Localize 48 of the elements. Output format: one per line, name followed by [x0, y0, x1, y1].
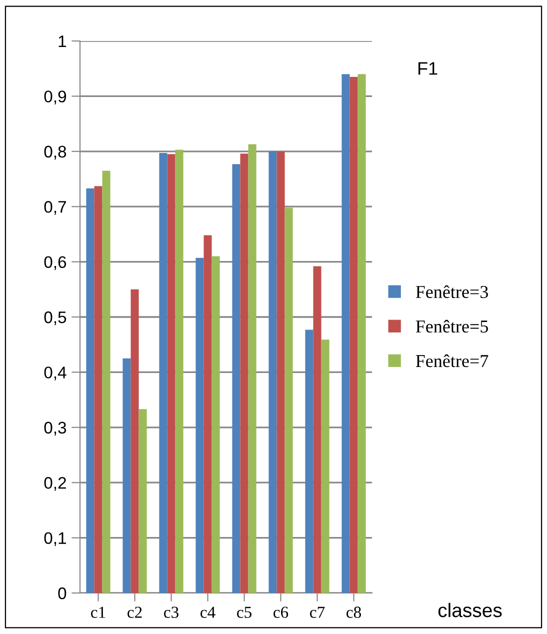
bar	[86, 188, 94, 593]
y-tick-label: 0,6	[44, 256, 66, 270]
y-tick-label: 0,3	[44, 422, 66, 436]
bar	[212, 256, 220, 593]
bar	[232, 164, 240, 593]
bar	[167, 154, 176, 593]
y-tick-label: 1	[58, 36, 66, 48]
y-tick-label: 0,8	[44, 146, 66, 160]
y-tick-label: 0,2	[44, 477, 66, 491]
bar	[350, 76, 358, 593]
bar	[248, 144, 256, 593]
bar	[268, 151, 277, 593]
bar	[240, 154, 248, 593]
bar	[342, 74, 350, 593]
y-tick-label: 0,9	[44, 90, 66, 104]
bar	[175, 150, 184, 593]
x-tick-label: c1	[91, 606, 106, 618]
legend-label: Fenêtre=5	[416, 320, 488, 333]
bar	[321, 340, 330, 593]
y-tick-label: 0,5	[44, 311, 66, 326]
x-tick-label: c3	[164, 606, 178, 618]
y-tick-label: 0	[58, 587, 66, 600]
bar	[313, 266, 322, 593]
y-tick-label: 0,1	[44, 532, 66, 546]
text: F1	[418, 62, 438, 75]
bar	[358, 74, 366, 593]
bar	[284, 208, 293, 593]
bar	[204, 235, 212, 593]
bar	[130, 289, 139, 593]
x-tick-label: c8	[346, 606, 361, 618]
bar	[305, 330, 314, 593]
x-axis-title: classes	[438, 602, 502, 618]
bar	[196, 258, 204, 593]
bar	[159, 153, 168, 593]
y-tick-label: 0,4	[44, 366, 66, 380]
x-tick-label: c2	[128, 606, 142, 618]
legend-label: Fenêtre=7	[416, 354, 488, 368]
bar	[276, 151, 285, 593]
x-tick-label: c6	[274, 606, 288, 618]
x-tick-label: c7	[310, 606, 325, 618]
bar	[102, 170, 110, 593]
x-tick-label: c4	[200, 606, 216, 618]
bar	[94, 186, 102, 593]
legend-label: Fenêtre=3	[416, 285, 488, 298]
bar	[138, 409, 147, 593]
bar	[122, 358, 131, 593]
x-tick-label: c5	[237, 606, 252, 618]
y-tick-label: 0,7	[44, 201, 66, 215]
